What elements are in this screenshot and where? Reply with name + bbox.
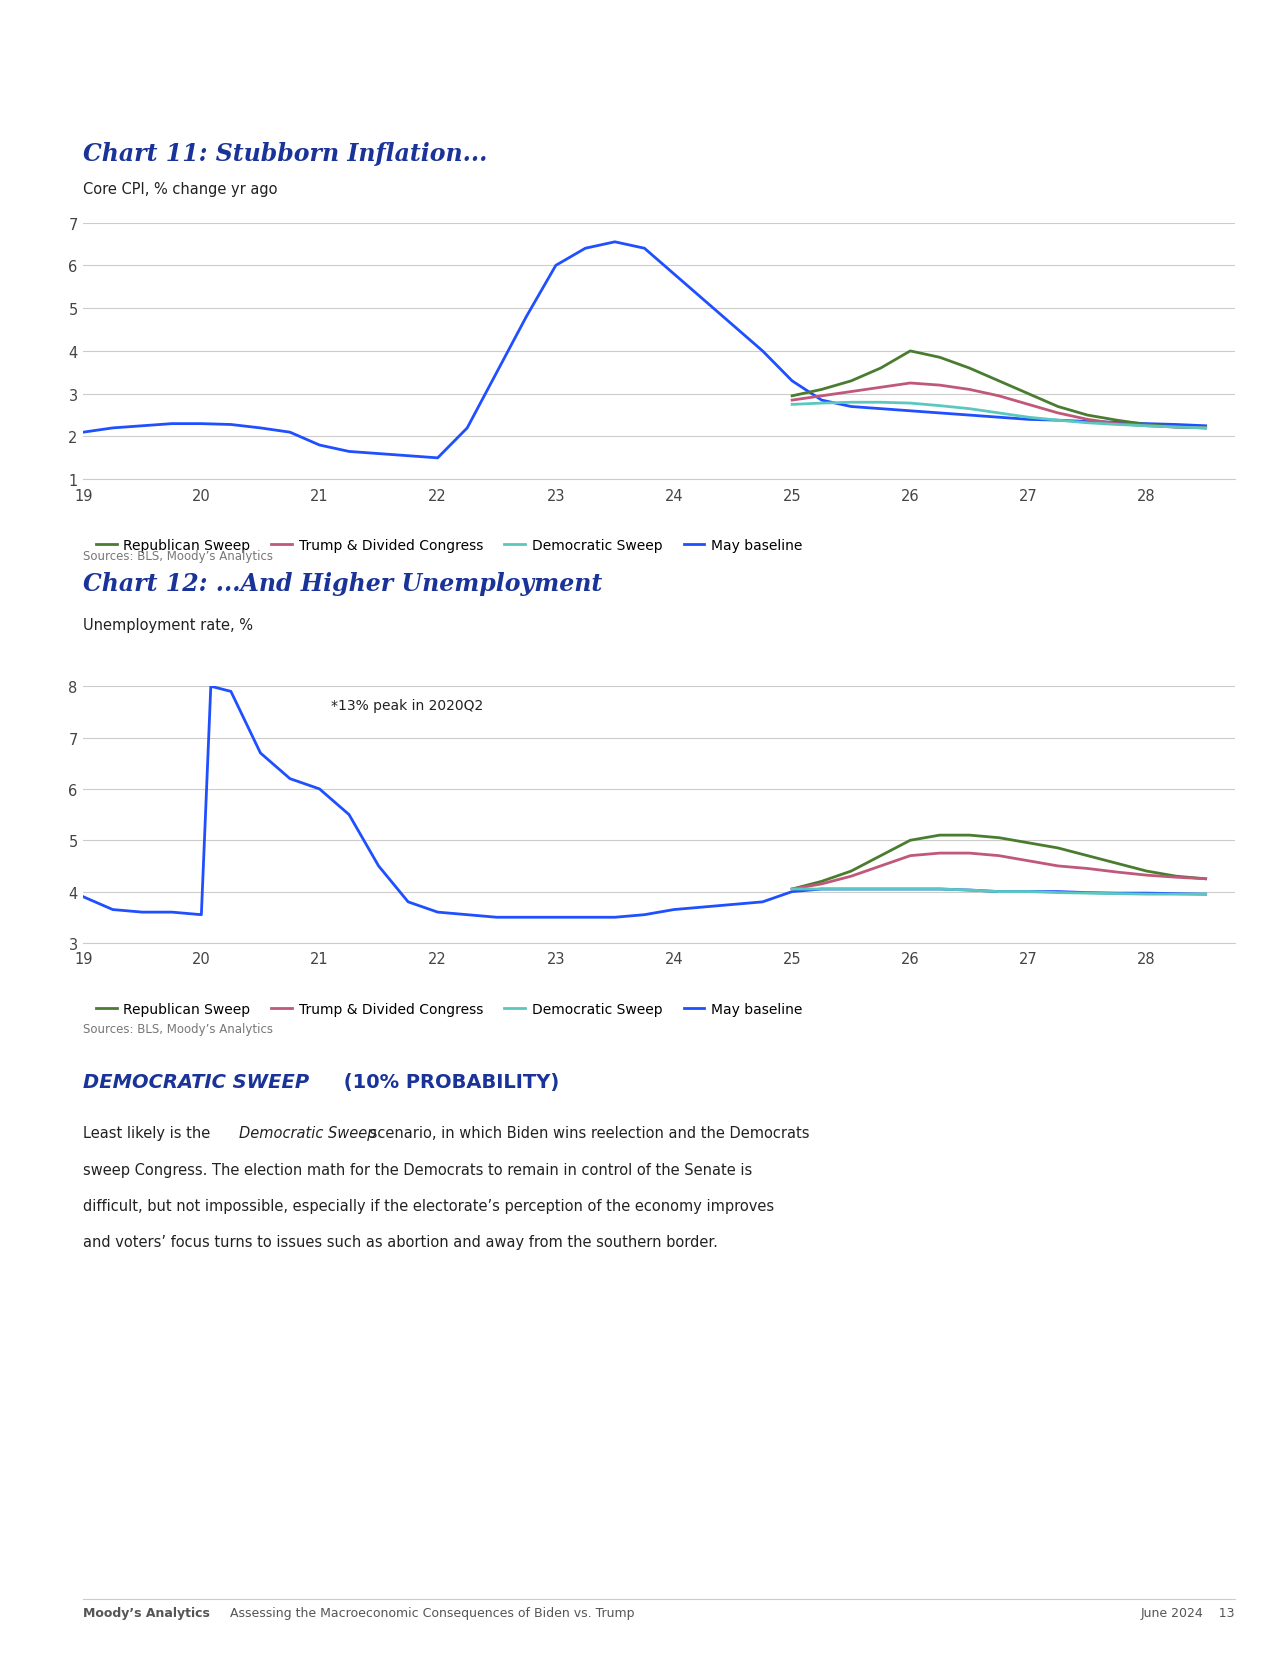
Text: Sources: BLS, Moody’s Analytics: Sources: BLS, Moody’s Analytics (83, 549, 273, 563)
Text: Moody’s Analytics: Moody’s Analytics (83, 1605, 210, 1619)
Legend: Republican Sweep, Trump & Divided Congress, Democratic Sweep, May baseline: Republican Sweep, Trump & Divided Congre… (90, 996, 809, 1021)
Text: (10% PROBABILITY): (10% PROBABILITY) (337, 1072, 559, 1091)
Text: June 2024    13: June 2024 13 (1140, 1605, 1235, 1619)
Text: Sources: BLS, Moody’s Analytics: Sources: BLS, Moody’s Analytics (83, 1023, 273, 1036)
Text: Assessing the Macroeconomic Consequences of Biden vs. Trump: Assessing the Macroeconomic Consequences… (230, 1605, 635, 1619)
Text: Least likely is the: Least likely is the (83, 1125, 215, 1140)
Text: Chart 12: ...And Higher Unemployment: Chart 12: ...And Higher Unemployment (83, 573, 603, 596)
Text: Chart 11: Stubborn Inflation...: Chart 11: Stubborn Inflation... (83, 142, 488, 166)
Text: and voters’ focus turns to issues such as abortion and away from the southern bo: and voters’ focus turns to issues such a… (83, 1235, 718, 1250)
Text: sweep Congress. The election math for the Democrats to remain in control of the : sweep Congress. The election math for th… (83, 1162, 753, 1177)
Text: *13% peak in 2020Q2: *13% peak in 2020Q2 (332, 698, 484, 713)
Text: DEMOCRATIC SWEEP: DEMOCRATIC SWEEP (83, 1072, 310, 1091)
Text: Unemployment rate, %: Unemployment rate, % (83, 617, 253, 632)
Text: Democratic Sweep: Democratic Sweep (239, 1125, 376, 1140)
Text: scenario, in which Biden wins reelection and the Democrats: scenario, in which Biden wins reelection… (365, 1125, 809, 1140)
Text: difficult, but not impossible, especially if the electorate’s perception of the : difficult, but not impossible, especiall… (83, 1198, 774, 1213)
Legend: Republican Sweep, Trump & Divided Congress, Democratic Sweep, May baseline: Republican Sweep, Trump & Divided Congre… (90, 533, 809, 558)
Text: Core CPI, % change yr ago: Core CPI, % change yr ago (83, 182, 278, 197)
